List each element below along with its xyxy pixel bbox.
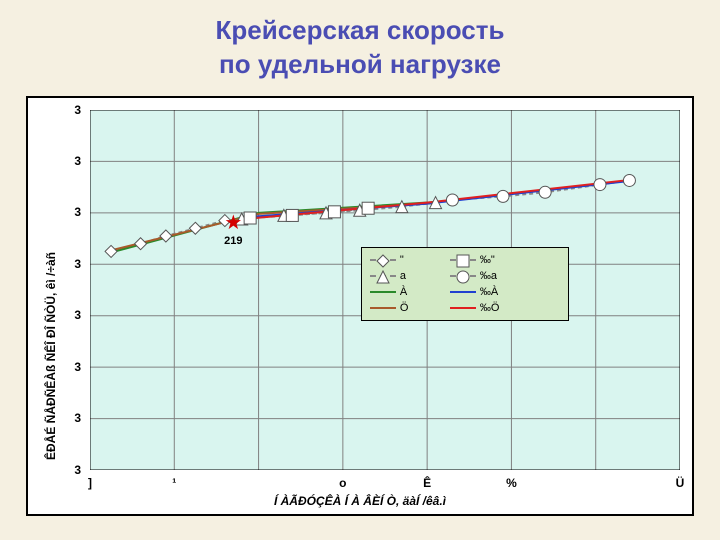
chart-container: 3 3 3 3 3 3 3 3] ¹ o Ê% Ü ★ 219 ÊÐÅÉ ÑÅÐÑÊÀß ÑÊÎ ÐÎ Ñ… bbox=[26, 96, 694, 516]
legend-label: ‰" bbox=[480, 254, 495, 266]
legend-row: a ‰a bbox=[370, 268, 560, 284]
legend-label: À bbox=[400, 286, 407, 298]
x-tick: Ü bbox=[673, 476, 688, 490]
star-marker: ★ bbox=[224, 213, 242, 233]
y-tick: 3 bbox=[71, 154, 84, 168]
legend-item: ‰Ö bbox=[450, 302, 530, 314]
legend-item: À bbox=[370, 286, 450, 298]
legend-item: ‰À bbox=[450, 286, 530, 298]
legend-row: " ‰" bbox=[370, 252, 560, 268]
x-tick: Ê bbox=[420, 476, 434, 490]
legend-row: Ö ‰Ö bbox=[370, 300, 560, 316]
x-tick: o bbox=[336, 476, 349, 490]
star-label: 219 bbox=[224, 235, 242, 247]
legend-label: " bbox=[400, 254, 404, 266]
x-tick: % bbox=[503, 476, 520, 490]
y-tick: 3 bbox=[71, 360, 84, 374]
legend-label: Ö bbox=[400, 302, 409, 314]
y-tick: 3 bbox=[71, 257, 84, 271]
legend-label: ‰Ö bbox=[480, 302, 500, 314]
legend-item: Ö bbox=[370, 302, 450, 314]
legend-row: À ‰À bbox=[370, 284, 560, 300]
legend-label: ‰a bbox=[480, 270, 497, 282]
x-tick: ¹ bbox=[169, 476, 179, 490]
y-tick: 3 bbox=[71, 463, 84, 477]
title-line2: по удельной нагрузке bbox=[0, 48, 720, 82]
y-tick: 3 bbox=[71, 411, 84, 425]
chart-title: Крейсерская скорость по удельной нагрузк… bbox=[0, 0, 720, 82]
legend-label: a bbox=[400, 270, 406, 282]
y-tick: 3 bbox=[71, 103, 84, 117]
x-axis-label: Í ÀÃÐÓÇÊÀ Í À ÂÈÍ Ò, äàÍ /êâ.ì bbox=[28, 494, 692, 508]
legend-item: ‰" bbox=[450, 254, 530, 266]
x-tick: ] bbox=[85, 476, 95, 490]
y-axis-label: ÊÐÅÉ ÑÅÐÑÊÀß ÑÊÎ ÐÎ ÑÒÜ, êì /÷àñ bbox=[44, 252, 58, 460]
y-tick: 3 bbox=[71, 308, 84, 322]
legend-item: " bbox=[370, 254, 450, 266]
legend-item: a bbox=[370, 270, 450, 282]
legend-item: ‰a bbox=[450, 270, 530, 282]
title-line1: Крейсерская скорость bbox=[0, 14, 720, 48]
legend: " ‰" a ‰a À ‰À Ö ‰Ö bbox=[361, 247, 569, 321]
legend-label: ‰À bbox=[480, 286, 498, 298]
y-tick: 3 bbox=[71, 205, 84, 219]
